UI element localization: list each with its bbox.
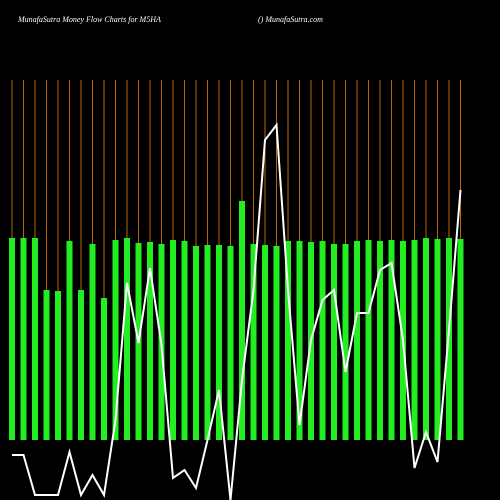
bar: [388, 240, 395, 440]
bar: [147, 242, 153, 440]
bar: [342, 244, 349, 440]
bar: [296, 241, 303, 440]
chart-title: MunafaSutra Money Flow Charts for M5HA: [17, 15, 161, 24]
bar: [285, 241, 291, 440]
bar: [250, 244, 257, 440]
bar: [377, 241, 383, 440]
bar: [227, 246, 234, 440]
bar: [101, 298, 107, 440]
bar: [170, 240, 176, 440]
bar: [112, 240, 119, 440]
bar: [319, 241, 326, 440]
bar: [20, 238, 27, 440]
bar: [66, 241, 73, 440]
bar: [457, 239, 464, 440]
money-flow-line: [12, 122, 462, 500]
bar: [331, 244, 337, 440]
bar: [262, 245, 268, 440]
bar: [365, 240, 372, 440]
bar: [411, 240, 418, 440]
bar: [32, 238, 38, 440]
bar: [9, 238, 15, 440]
bar: [216, 245, 222, 440]
bar: [273, 246, 280, 440]
bar: [181, 241, 188, 440]
bar: [124, 238, 130, 440]
bar: [204, 245, 211, 440]
bar: [423, 238, 429, 440]
bar: [354, 241, 360, 440]
bar: [78, 290, 84, 440]
bar: [239, 201, 245, 440]
bar: [434, 239, 441, 440]
chart-subtitle: () MunafaSutra.com: [258, 15, 323, 24]
bar: [55, 291, 61, 440]
bar: [193, 246, 199, 440]
bar: [89, 244, 96, 440]
bar: [43, 290, 50, 440]
